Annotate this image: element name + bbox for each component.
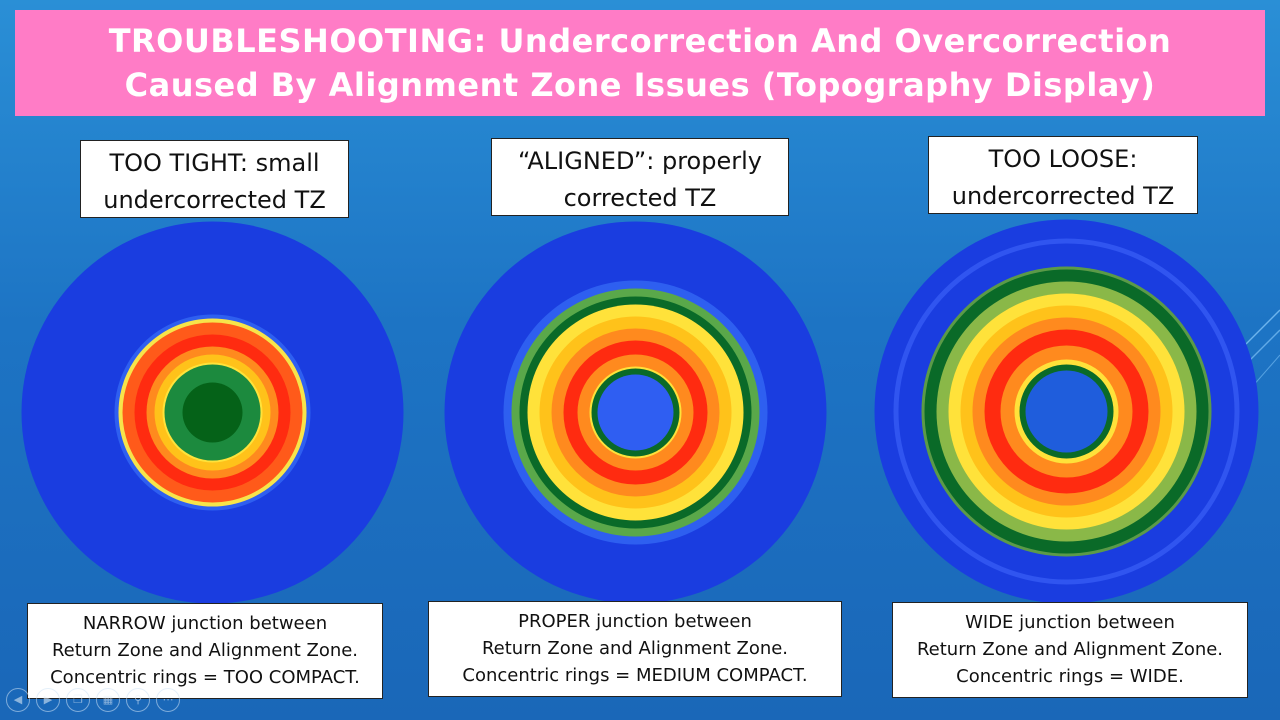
caption-too-loose: WIDE junction between Return Zone and Al… [892,602,1248,698]
heading-line: TOO LOOSE: [988,145,1138,173]
topography-ring [597,374,674,451]
topography-aligned [444,221,827,604]
caption-line: PROPER junction between [518,611,752,632]
title-line-2: Caused By Alignment Zone Issues (Topogra… [124,66,1156,104]
title-line-1: TROUBLESHOOTING: Undercorrection And Ove… [108,22,1172,60]
caption-line: Return Zone and Alignment Zone. [916,639,1224,660]
heading-line: undercorrected TZ [951,182,1175,210]
heading-too-tight: TOO TIGHT: small undercorrected TZ [80,140,349,218]
heading-line: TOO TIGHT: small [109,149,320,177]
slide-nav-bar: ◀ ▶ ❐ ▦ ⚲ ⋯ [6,688,180,712]
topography-ring [182,382,243,443]
heading-line: corrected TZ [563,184,717,212]
caption-line: WIDE junction between [965,612,1175,633]
caption-line: NARROW junction between [82,613,328,634]
topography-ring [1025,370,1108,453]
caption-line: Return Zone and Alignment Zone. [481,638,789,659]
caption-line: Concentric rings = TOO COMPACT. [50,667,360,688]
zoom-icon[interactable]: ⚲ [126,688,150,712]
topography-too-loose [874,219,1259,604]
more-icon[interactable]: ⋯ [156,688,180,712]
grid-icon[interactable]: ▦ [96,688,120,712]
prev-icon[interactable]: ◀ [6,688,30,712]
topography-too-tight [21,221,404,604]
caption-line: Concentric rings = MEDIUM COMPACT. [462,665,808,686]
heading-aligned: “ALIGNED”: properly corrected TZ [491,138,789,216]
heading-too-loose: TOO LOOSE: undercorrected TZ [928,136,1198,214]
title-banner: TROUBLESHOOTING: Undercorrection And Ove… [15,10,1265,116]
caption-too-tight: NARROW junction between Return Zone and … [27,603,383,699]
heading-line: “ALIGNED”: properly [518,147,762,175]
heading-line: undercorrected TZ [103,186,326,214]
caption-line: Return Zone and Alignment Zone. [51,640,359,661]
caption-aligned: PROPER junction between Return Zone and … [428,601,842,697]
copy-icon[interactable]: ❐ [66,688,90,712]
next-icon[interactable]: ▶ [36,688,60,712]
caption-line: Concentric rings = WIDE. [956,666,1184,687]
